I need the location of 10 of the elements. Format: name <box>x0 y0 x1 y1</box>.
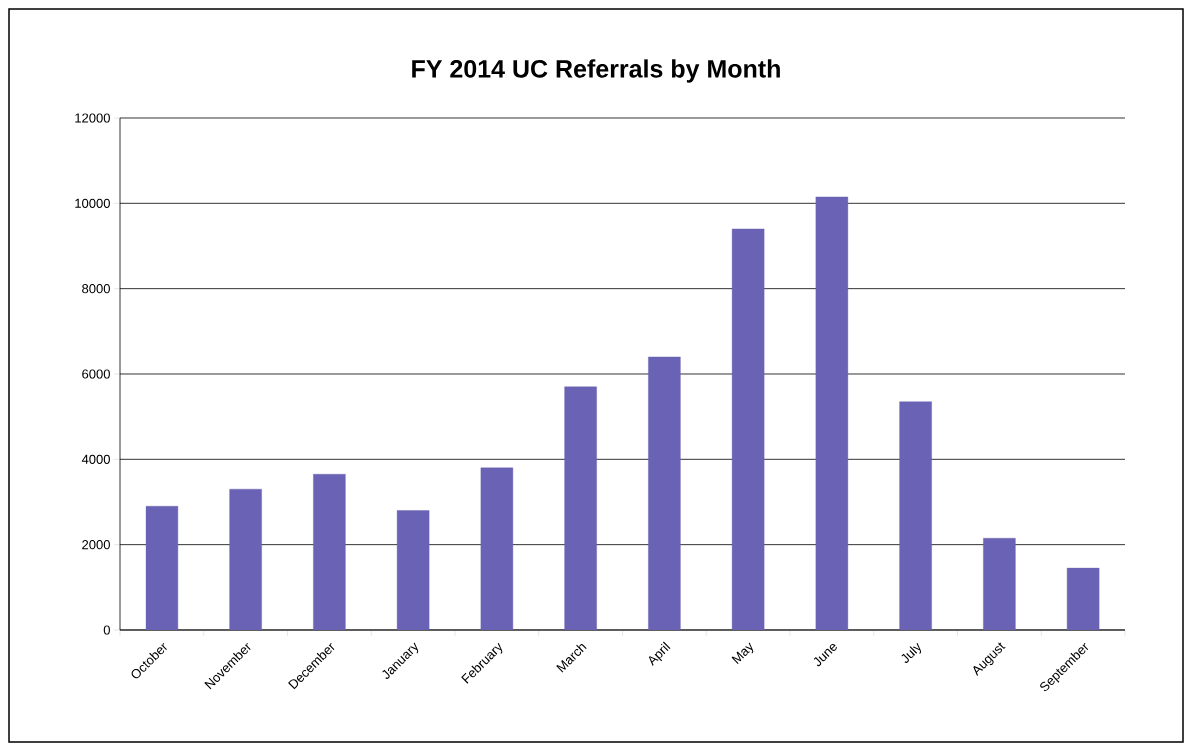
y-tick-label: 6000 <box>82 369 110 379</box>
y-tick-label: 0 <box>103 625 110 635</box>
y-tick-label: 10000 <box>75 198 110 208</box>
y-tick-label: 4000 <box>81 454 110 464</box>
y-tick-label: 12000 <box>75 113 110 123</box>
chart-title: FY 2014 UC Referrals by Month <box>412 59 780 83</box>
y-tick-label: 2000 <box>82 540 110 550</box>
x-tick-label: May <box>731 642 754 664</box>
y-tick-label: 8000 <box>82 284 110 294</box>
x-tick-label: July <box>901 642 922 663</box>
